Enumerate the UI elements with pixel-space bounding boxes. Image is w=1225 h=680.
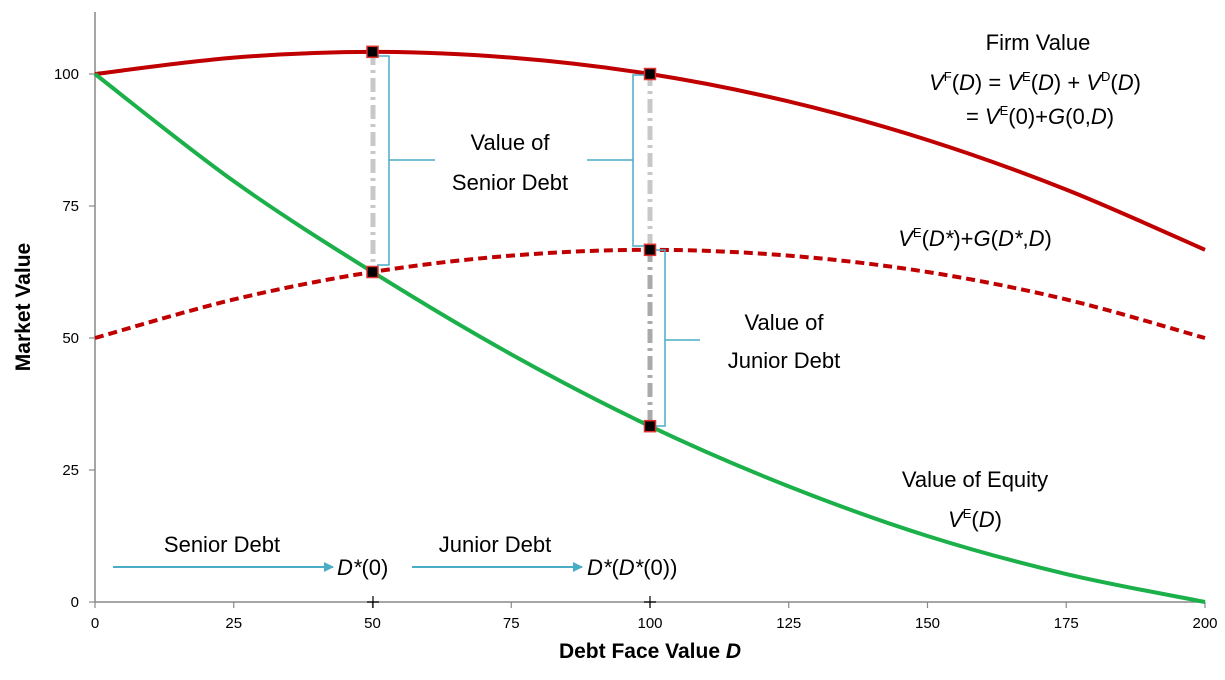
junior-debt-value-label-1: Value of: [744, 310, 824, 335]
y-tick-label: 50: [62, 330, 79, 347]
series-line-1: [94, 247, 1206, 340]
x-tick-label: 125: [776, 615, 801, 632]
dashed-curve-label: VE(D*)+G(D*,D): [898, 225, 1052, 251]
x-tick-label: 0: [91, 615, 99, 632]
data-marker: [643, 67, 657, 81]
data-marker: [643, 419, 657, 433]
senior-debt-bracket-1: [377, 55, 435, 266]
markers-layer: [366, 45, 657, 433]
y-axis-title: Market Value: [12, 243, 35, 371]
x-tick-label: 100: [637, 615, 662, 632]
junior-debt-arrow-label: Junior Debt: [439, 532, 552, 557]
senior-debt-arrow-label: Senior Debt: [164, 532, 280, 557]
x-axis-plus-mark-100: [644, 596, 656, 608]
junior-debt-value-label-2: Junior Debt: [728, 348, 841, 373]
y-tick-label: 25: [62, 462, 79, 479]
y-tick-label: 0: [71, 594, 79, 611]
senior-debt-value-label-2: Senior Debt: [452, 170, 568, 195]
x-axis-title: Debt Face Value D: [559, 640, 741, 663]
x-tick-label: 75: [503, 615, 520, 632]
firm-value-equation-1: VF(D) = VE(D) + VD(D): [929, 69, 1141, 95]
data-marker: [366, 45, 379, 59]
firm-value-equation-2: = VE(0)+G(0,D): [966, 103, 1114, 129]
d-star-zero-label: D*(0): [337, 555, 388, 580]
x-tick-label: 50: [364, 615, 381, 632]
data-marker: [643, 243, 657, 257]
data-marker: [366, 265, 379, 279]
junior-debt-bracket: [654, 249, 700, 427]
x-tick-label: 150: [915, 615, 940, 632]
d-star-d-star-zero-label: D*(D*(0)): [587, 555, 677, 580]
equity-formula: VE(D): [948, 506, 1002, 532]
equity-title: Value of Equity: [902, 467, 1048, 492]
y-axis-ticks: 0 25 50 75 100: [54, 66, 95, 611]
senior-debt-value-label-1: Value of: [470, 130, 550, 155]
y-tick-label: 100: [54, 66, 79, 83]
firm-value-title: Firm Value: [986, 30, 1091, 55]
x-axis-plus-mark-50: [367, 596, 379, 608]
x-tick-label: 175: [1054, 615, 1079, 632]
x-tick-label: 25: [225, 615, 242, 632]
senior-debt-bracket-2: [587, 74, 645, 247]
y-tick-label: 75: [62, 198, 79, 215]
x-tick-label: 200: [1192, 615, 1217, 632]
x-axis-ticks: 0 25 50 75 100 125 150 175 200: [91, 602, 1218, 632]
